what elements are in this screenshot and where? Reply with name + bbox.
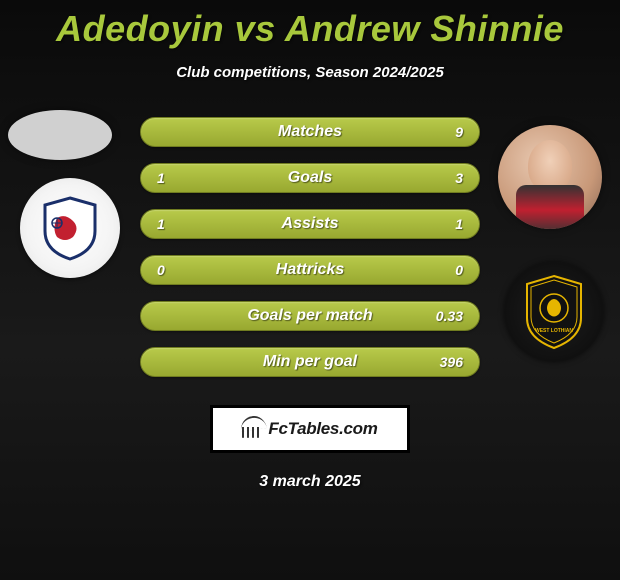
stat-label: Min per goal: [263, 353, 357, 371]
stat-right-value: 0.33: [433, 308, 463, 324]
stat-left-value: 0: [157, 262, 187, 278]
club-right-badge: WEST LOTHIAN: [504, 262, 604, 362]
stat-right-value: 3: [433, 170, 463, 186]
stat-row: Matches 9: [140, 117, 480, 147]
stat-label: Matches: [278, 123, 342, 141]
player-left-avatar: [8, 110, 112, 160]
stat-row: 1 Assists 1: [140, 209, 480, 239]
stat-label: Hattricks: [276, 261, 344, 279]
stat-row: Min per goal 396: [140, 347, 480, 377]
stat-right-value: 9: [433, 124, 463, 140]
stat-label: Goals: [288, 169, 332, 187]
stat-left-value: 1: [157, 170, 187, 186]
stat-row: 0 Hattricks 0: [140, 255, 480, 285]
shield-icon: WEST LOTHIAN: [519, 272, 589, 352]
shield-icon: [35, 193, 105, 263]
site-name: FcTables.com: [268, 419, 377, 439]
svg-text:WEST LOTHIAN: WEST LOTHIAN: [535, 328, 573, 334]
page-subtitle: Club competitions, Season 2024/2025: [0, 64, 620, 81]
player-right-avatar: [498, 125, 602, 229]
site-badge: FcTables.com: [210, 405, 410, 453]
stat-row: 1 Goals 3: [140, 163, 480, 193]
stat-left-value: 1: [157, 216, 187, 232]
stat-right-value: 0: [433, 262, 463, 278]
stat-right-value: 396: [433, 354, 463, 370]
chart-icon: [242, 420, 264, 438]
club-left-badge: [20, 178, 120, 278]
stat-label: Goals per match: [247, 307, 372, 325]
stat-label: Assists: [282, 215, 339, 233]
stat-right-value: 1: [433, 216, 463, 232]
stat-row: Goals per match 0.33: [140, 301, 480, 331]
page-title: Adedoyin vs Andrew Shinnie: [0, 0, 620, 50]
footer-date: 3 march 2025: [0, 473, 620, 491]
